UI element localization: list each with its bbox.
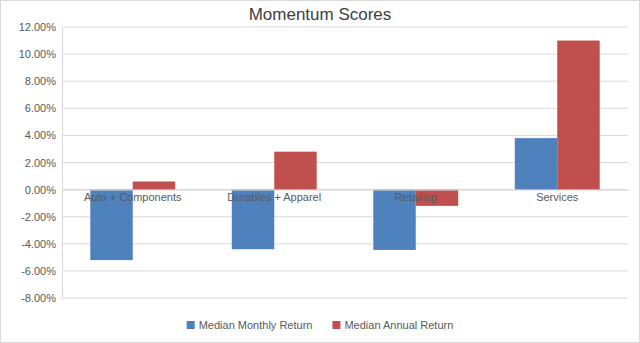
x-tick-label: Services xyxy=(536,191,579,203)
x-tick: Retailing xyxy=(394,190,437,204)
bar-series xyxy=(133,41,600,206)
grid-line xyxy=(62,27,628,28)
grid-line xyxy=(62,135,628,136)
bars xyxy=(90,41,599,261)
legend-item: Median Monthly Return xyxy=(187,319,313,331)
bar xyxy=(515,138,557,189)
bar xyxy=(557,41,599,190)
grid-line xyxy=(62,243,628,244)
y-tick-label: 2.00% xyxy=(25,157,56,169)
legend-swatch xyxy=(187,321,195,329)
y-tick: 0.00% xyxy=(25,184,62,196)
y-tick-label: 8.00% xyxy=(25,75,56,87)
grid-line xyxy=(62,108,628,109)
y-tick: 12.00% xyxy=(19,21,62,33)
legend-label: Median Monthly Return xyxy=(199,319,313,331)
y-tick-label: 4.00% xyxy=(25,129,56,141)
y-tick: -2.00% xyxy=(21,211,62,223)
grid-line xyxy=(62,54,628,55)
grid xyxy=(62,27,628,298)
y-axis-line xyxy=(62,28,63,299)
y-tick: 4.00% xyxy=(25,129,62,141)
y-axis: -8.00% -6.00% -4.00% -2.00% 0.00% 2.00% 4.00% 6… xyxy=(19,21,63,304)
grid-line xyxy=(62,81,628,82)
y-tick: 10.00% xyxy=(19,48,62,60)
y-tick-label: 6.00% xyxy=(25,102,56,114)
plot: -8.00% -6.00% -4.00% -2.00% 0.00% 2.00% 4.00% 6… xyxy=(19,21,629,304)
legend-label: Median Annual Return xyxy=(344,319,453,331)
y-tick: -4.00% xyxy=(21,238,62,250)
x-tick: Services xyxy=(536,190,579,204)
x-axis: Auto + Components Durables + Apparel Retai… xyxy=(63,190,629,204)
grid-line xyxy=(62,270,628,271)
legend-item: Median Annual Return xyxy=(332,319,453,331)
y-tick-label: 12.00% xyxy=(19,21,57,33)
y-tick: -6.00% xyxy=(21,265,62,277)
y-tick-label: -8.00% xyxy=(21,292,56,304)
y-tick: 8.00% xyxy=(25,75,62,87)
bar xyxy=(274,152,316,190)
x-tick-label: Retailing xyxy=(394,191,437,203)
title: Momentum Scores xyxy=(249,5,392,24)
bar xyxy=(133,181,175,189)
x-tick-label: Auto + Components xyxy=(84,191,182,203)
y-tick-label: 10.00% xyxy=(19,48,57,60)
legend-swatch xyxy=(332,321,340,329)
x-tick-label: Durables + Apparel xyxy=(227,191,321,203)
y-tick-label: -2.00% xyxy=(21,211,56,223)
chart: -8.00% -6.00% -4.00% -2.00% 0.00% 2.00% 4.00% 6… xyxy=(0,0,640,343)
y-tick-label: 0.00% xyxy=(25,184,56,196)
chart-frame xyxy=(1,1,640,343)
y-tick-label: -4.00% xyxy=(21,238,56,250)
grid-line xyxy=(62,216,628,217)
grid-line xyxy=(62,298,628,299)
legend: Median Monthly Return Median Annual Retur… xyxy=(187,319,454,331)
y-tick: 2.00% xyxy=(25,157,62,169)
x-tick: Durables + Apparel xyxy=(227,190,321,204)
y-tick: 6.00% xyxy=(25,102,62,114)
y-tick: -8.00% xyxy=(21,292,62,304)
y-tick-label: -6.00% xyxy=(21,265,56,277)
x-tick: Auto + Components xyxy=(84,190,182,204)
